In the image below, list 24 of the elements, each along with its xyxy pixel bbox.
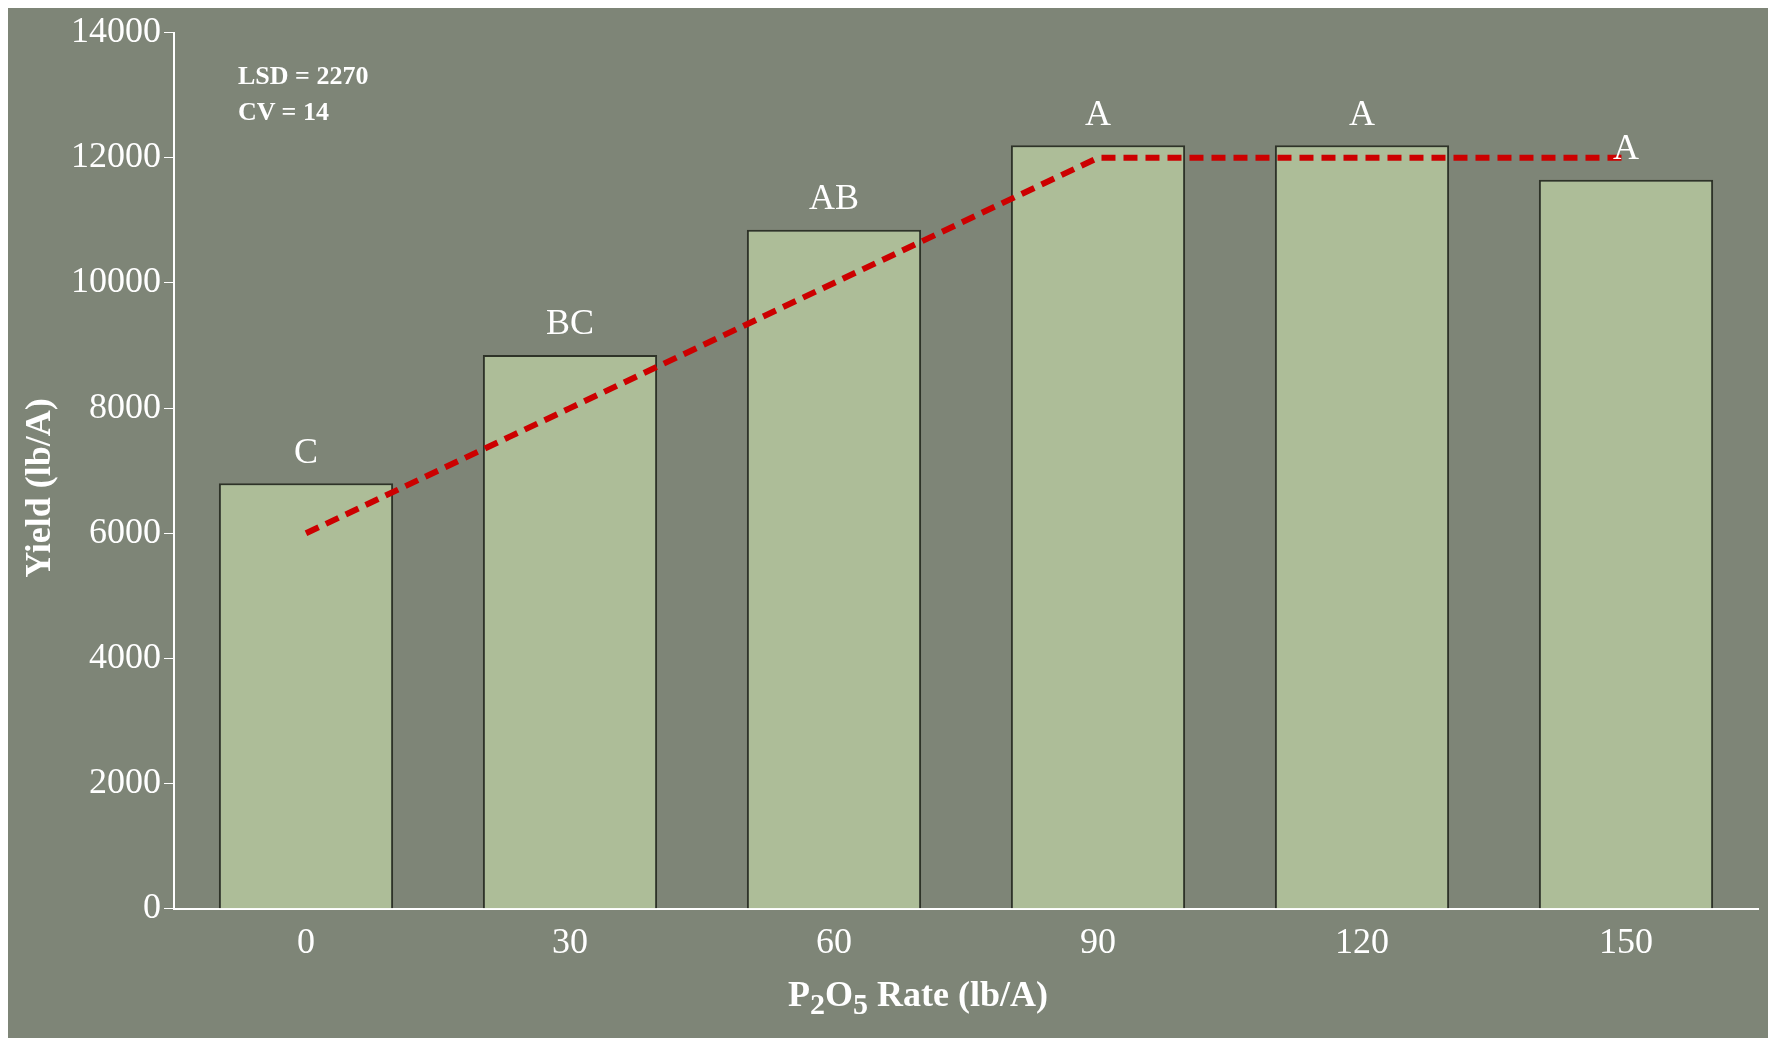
x-tick-label: 60 [816,920,852,961]
y-axis-title: Yield (lb/A) [17,398,59,578]
x-tick-label: 90 [1080,920,1116,961]
x-tick-label: 150 [1599,920,1653,961]
y-tick-label: 4000 [89,635,161,676]
y-tick-label: 14000 [71,10,161,51]
y-tick-label: 10000 [71,260,161,301]
y-tick-label: 12000 [71,135,161,176]
y-tick-label: 0 [143,886,161,927]
x-tick-label: 0 [297,920,315,961]
annotation: LSD = 2270 [238,61,369,91]
x-axis-title: P$_{2}$O$_{5}$ Rate (lb/A) [787,973,1049,1022]
annotation: AB [808,177,860,218]
x-tick-label: 30 [552,920,588,961]
annotation: A [1085,92,1111,133]
y-tick-label: 6000 [89,510,161,551]
x-tick-label: 120 [1335,920,1389,961]
y-tick-label: 8000 [89,385,161,426]
annotation: BC [545,302,595,343]
annotation: A [1613,127,1639,168]
y-tick-label: 2000 [89,761,161,802]
annotation: C [293,430,319,471]
annotation: CV = 14 [238,97,329,127]
annotation: A [1349,92,1375,133]
